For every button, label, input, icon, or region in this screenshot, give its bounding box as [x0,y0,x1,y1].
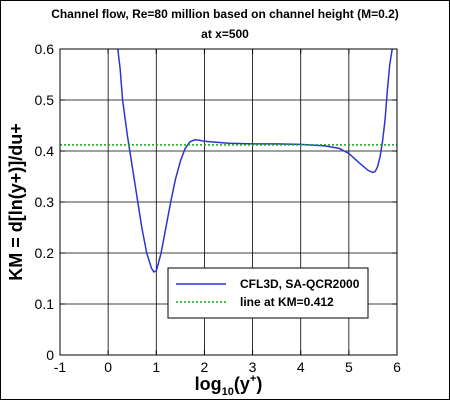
chart-title: Channel flow, Re=80 million based on cha… [51,7,399,21]
y-tick-label: 0 [46,347,54,363]
x-tick-label: 1 [152,359,160,375]
series-line-1 [117,49,393,273]
x-axis-label-close: ) [256,374,262,394]
x-tick-label: 5 [345,359,353,375]
x-tick-label: 3 [249,359,257,375]
y-tick-label: 0.1 [35,296,55,312]
y-tick-label: 0.6 [35,41,55,57]
legend-box [167,267,369,319]
y-tick-label: 0.4 [35,143,55,159]
series-layer [60,49,397,273]
x-axis-label: log10(y+) [195,373,263,398]
legend-label-series-1: CFL3D, SA-QCR2000 [240,277,360,291]
x-tick-label: 6 [393,359,401,375]
y-tick-label: 0.3 [35,194,55,210]
x-tick-label: 4 [297,359,305,375]
x-tick-label: -1 [54,359,67,375]
x-axis-label-arg: (y [234,374,250,394]
chart-subtitle: at x=500 [201,27,249,41]
legend: CFL3D, SA-QCR2000 line at KM=0.412 [167,267,369,319]
y-tick-label: 0.2 [35,245,55,261]
legend-label-series-2: line at KM=0.412 [240,295,334,309]
y-axis-label: KM = d[ln(y+)]/du+ [6,123,26,281]
x-axis-label-subscript: 10 [222,386,234,398]
x-tick-label: 0 [104,359,112,375]
x-tick-label: 2 [201,359,209,375]
ticks: -1 0 1 2 3 4 5 600.10.20.30.40.50.6 [35,41,402,375]
x-axis-label-base: log [195,374,222,394]
x-axis-label-superscript: + [250,373,256,385]
y-tick-label: 0.5 [35,92,55,108]
